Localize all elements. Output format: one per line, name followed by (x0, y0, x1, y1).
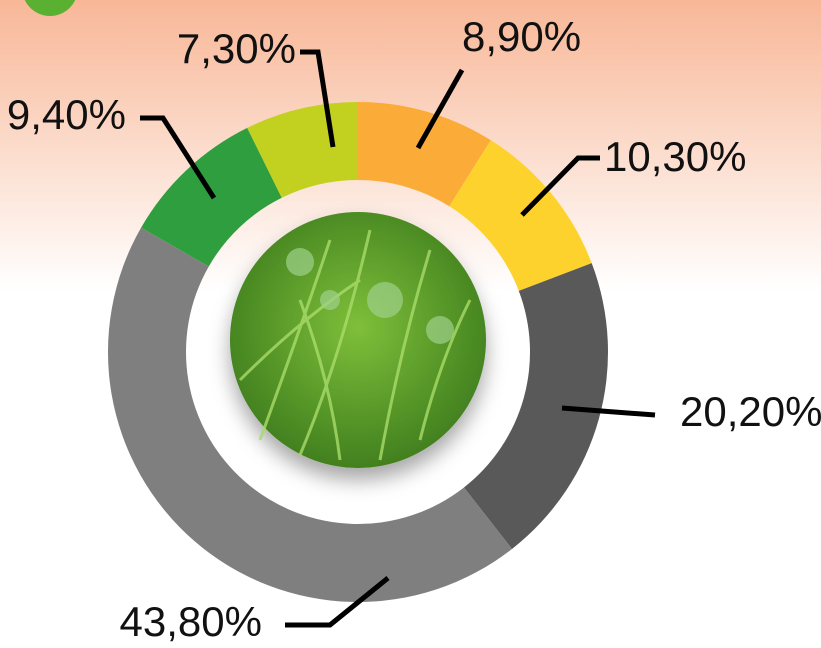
value-label: 43,80% (120, 598, 262, 645)
leader-line (140, 115, 217, 200)
donut-segment (358, 102, 491, 207)
donut-segment (449, 140, 592, 291)
labels: 8,90% 10,30% 20,20% 43,80% 9,40% 7,30% (7, 13, 821, 645)
leader-line (300, 49, 336, 148)
value-label: 7,30% (177, 25, 296, 72)
leader-line (561, 405, 656, 418)
value-label: 9,40% (7, 91, 126, 138)
value-label: 8,90% (462, 13, 581, 60)
leader-line (285, 576, 390, 628)
ring (107, 102, 608, 602)
donut-segment (463, 263, 608, 549)
corner-badge (24, 0, 76, 16)
center-photo (230, 212, 486, 468)
value-label: 20,20% (680, 388, 821, 435)
value-label: 10,30% (604, 133, 746, 180)
leader-line (415, 68, 465, 150)
leader-line (520, 155, 600, 217)
donut-segment (107, 227, 512, 602)
